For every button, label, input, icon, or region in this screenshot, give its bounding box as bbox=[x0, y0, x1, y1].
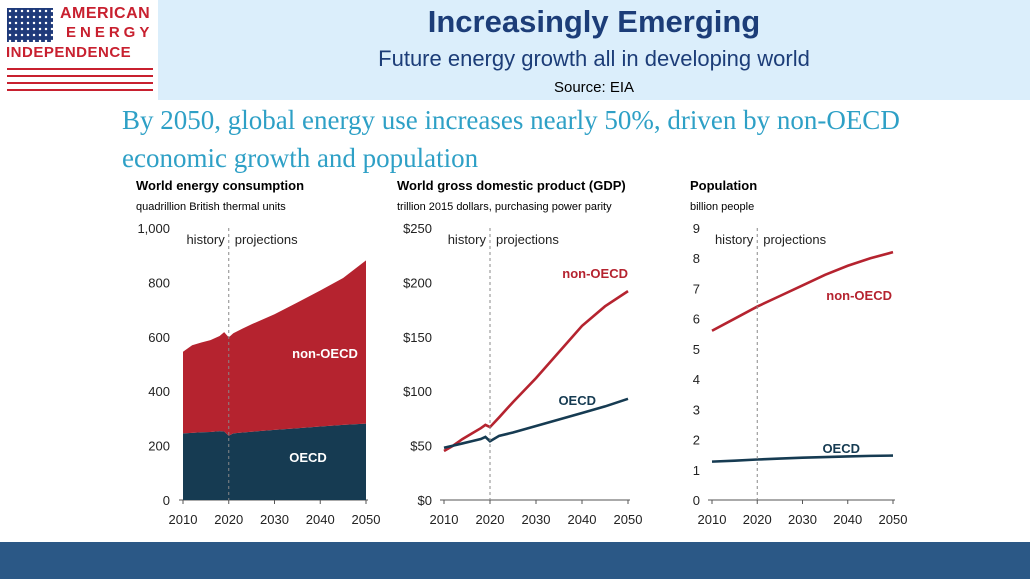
y-tick-label: 400 bbox=[148, 384, 170, 399]
y-tick-label: 3 bbox=[693, 402, 700, 417]
page-subtitle: Future energy growth all in developing w… bbox=[378, 46, 810, 71]
oecd-label: OECD bbox=[558, 393, 596, 408]
x-tick-label: 2050 bbox=[352, 512, 381, 527]
y-tick-label: 4 bbox=[693, 372, 700, 387]
y-tick-label: 6 bbox=[693, 312, 700, 327]
x-tick-label: 2040 bbox=[306, 512, 335, 527]
y-tick-label: 200 bbox=[148, 439, 170, 454]
x-tick-label: 2050 bbox=[614, 512, 643, 527]
chart-title: World energy consumption bbox=[136, 178, 304, 193]
y-tick-label: 0 bbox=[163, 493, 170, 508]
non-oecd-label: non-OECD bbox=[292, 346, 358, 361]
logo-text-line1: AMERICAN bbox=[60, 5, 151, 22]
header-band bbox=[158, 0, 1030, 100]
non-oecd-label: non-OECD bbox=[826, 288, 892, 303]
logo-text-line3: INDEPENDENCE bbox=[6, 44, 132, 61]
non-oecd-label: non-OECD bbox=[562, 266, 628, 281]
x-tick-label: 2040 bbox=[833, 512, 862, 527]
y-tick-label: $250 bbox=[403, 221, 432, 236]
chart-title: Population bbox=[690, 178, 757, 193]
x-tick-label: 2030 bbox=[260, 512, 289, 527]
page-title: Increasingly Emerging bbox=[427, 4, 761, 39]
x-tick-label: 2010 bbox=[698, 512, 727, 527]
y-tick-label: $200 bbox=[403, 275, 432, 290]
footer-band bbox=[0, 542, 1030, 579]
x-tick-label: 2030 bbox=[788, 512, 817, 527]
y-tick-label: 1 bbox=[693, 463, 700, 478]
x-tick-label: 2050 bbox=[879, 512, 908, 527]
projections-label: projections bbox=[496, 232, 559, 247]
chart-subtitle: trillion 2015 dollars, purchasing power … bbox=[397, 201, 612, 213]
logo-stripe bbox=[7, 75, 153, 77]
logo-stripe bbox=[7, 82, 153, 84]
logo-text-line2: ENERGY bbox=[66, 24, 154, 41]
y-tick-label: 9 bbox=[693, 221, 700, 236]
y-tick-label: 600 bbox=[148, 330, 170, 345]
oecd-label: OECD bbox=[822, 441, 860, 456]
non-oecd-line bbox=[711, 250, 894, 332]
stars-pattern bbox=[7, 8, 53, 42]
oecd-line bbox=[443, 397, 629, 450]
y-tick-label: 5 bbox=[693, 342, 700, 357]
y-tick-label: 7 bbox=[693, 281, 700, 296]
y-tick-label: 0 bbox=[693, 493, 700, 508]
y-tick-label: $100 bbox=[403, 384, 432, 399]
non-oecd-line bbox=[443, 290, 629, 453]
y-tick-label: $0 bbox=[418, 493, 432, 508]
oecd-line bbox=[711, 454, 894, 463]
x-tick-label: 2030 bbox=[522, 512, 551, 527]
y-tick-label: 1,000 bbox=[137, 221, 170, 236]
projections-label: projections bbox=[763, 232, 826, 247]
logo: AMERICAN ENERGY INDEPENDENCE bbox=[0, 0, 158, 100]
logo-stripe bbox=[7, 68, 153, 70]
chart-subtitle: billion people bbox=[690, 201, 754, 213]
history-label: history bbox=[448, 232, 487, 247]
oecd-area bbox=[183, 423, 366, 500]
source-note: Source: EIA bbox=[553, 79, 635, 96]
y-tick-label: 2 bbox=[693, 433, 700, 448]
y-tick-label: $50 bbox=[410, 439, 432, 454]
x-tick-label: 2010 bbox=[430, 512, 459, 527]
chart-title: World gross domestic product (GDP) bbox=[397, 178, 626, 193]
history-label: history bbox=[186, 232, 225, 247]
x-tick-label: 2010 bbox=[169, 512, 198, 527]
y-tick-label: 8 bbox=[693, 251, 700, 266]
chart-subtitle: quadrillion British thermal units bbox=[136, 201, 286, 213]
y-tick-label: 800 bbox=[148, 275, 170, 290]
y-tick-label: $150 bbox=[403, 330, 432, 345]
oecd-label: OECD bbox=[289, 450, 327, 465]
x-tick-label: 2020 bbox=[476, 512, 505, 527]
history-label: history bbox=[715, 232, 754, 247]
x-tick-label: 2040 bbox=[568, 512, 597, 527]
logo-stripe bbox=[7, 89, 153, 91]
chart-headline: By 2050, global energy use increases nea… bbox=[122, 105, 900, 173]
projections-label: projections bbox=[235, 232, 298, 247]
x-tick-label: 2020 bbox=[743, 512, 772, 527]
x-tick-label: 2020 bbox=[214, 512, 243, 527]
